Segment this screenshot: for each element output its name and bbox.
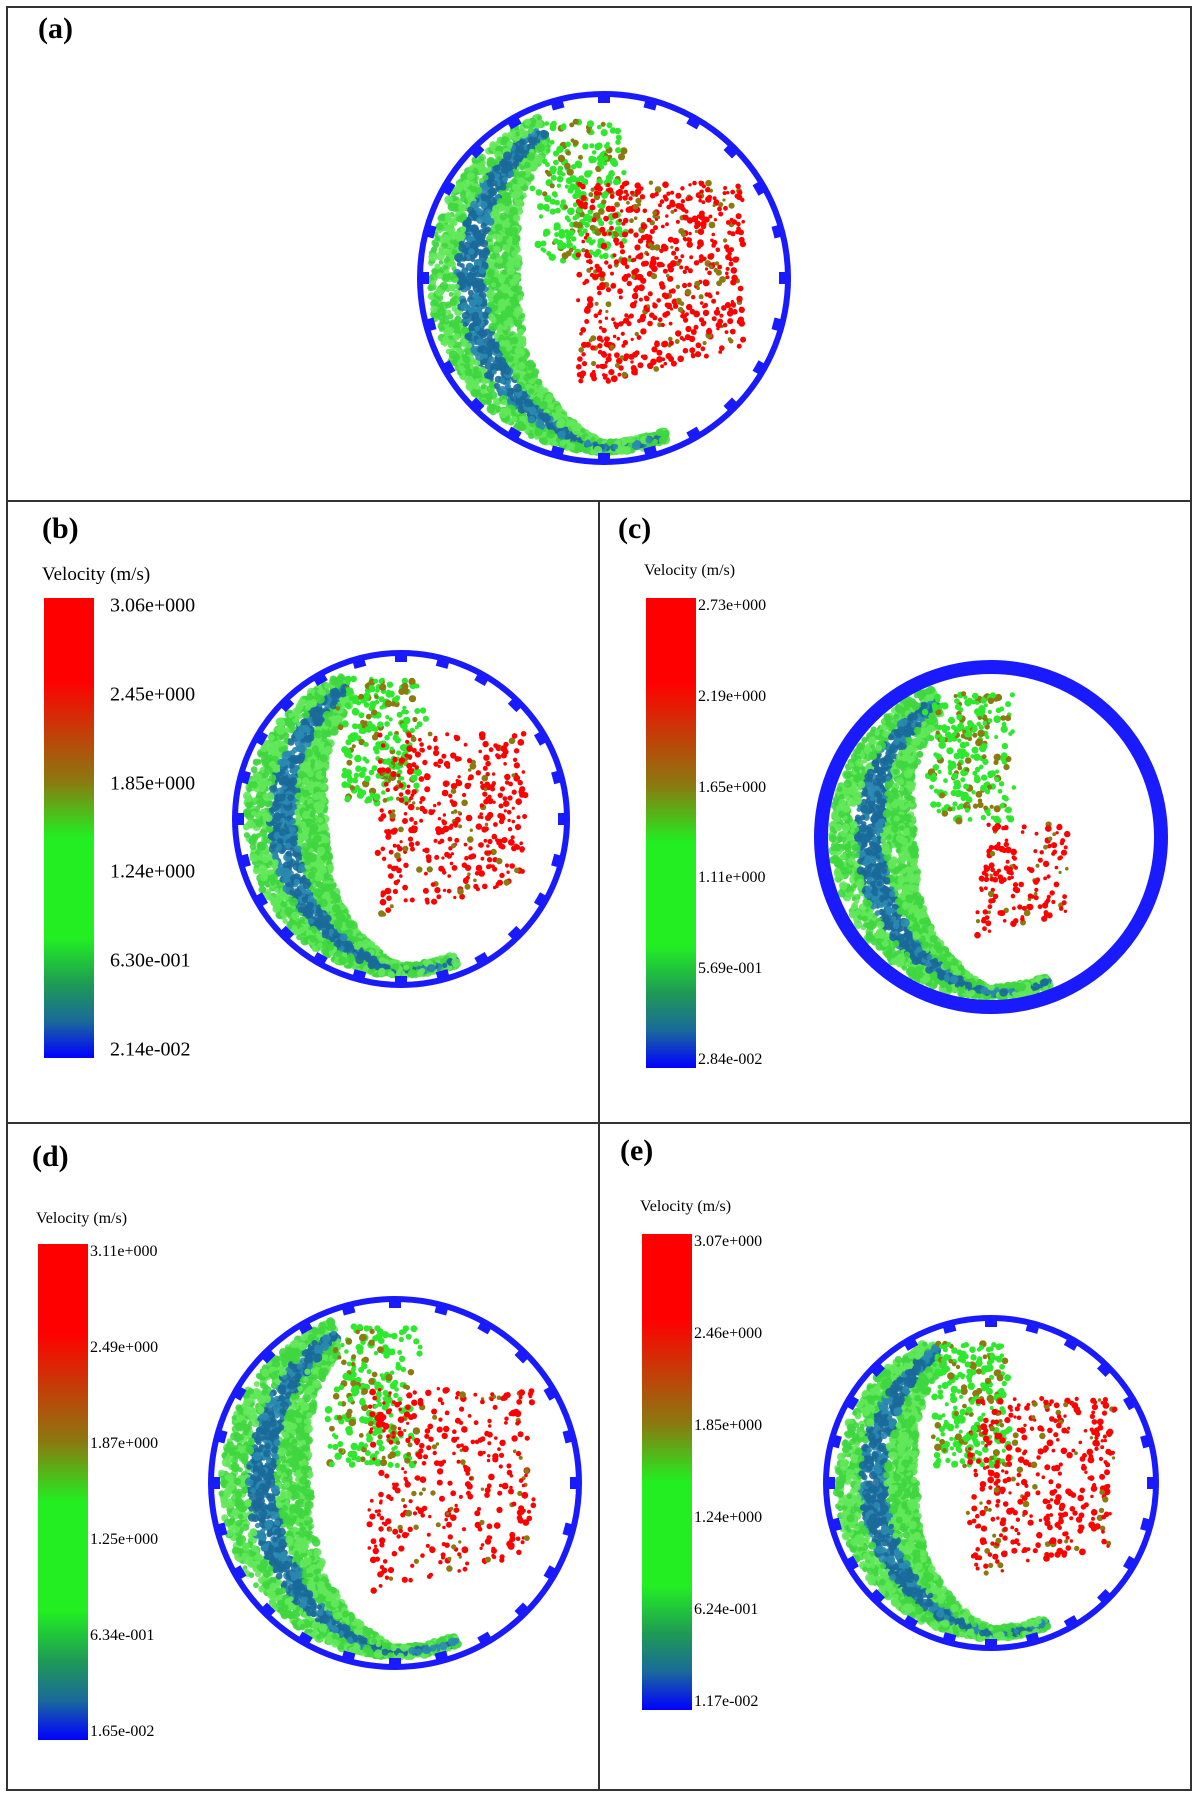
legend-title-d: Velocity (m/s) <box>36 1210 128 1227</box>
legend-tick-label: 3.07e+000 <box>694 1233 763 1250</box>
panel-label-b: (b) <box>42 512 79 545</box>
panel-b: (b) Velocity (m/s) 3.06e+000 2.45e+000 1.8… <box>8 502 598 1122</box>
legend-bar-c <box>646 598 696 1068</box>
legend-tick-label: 1.65e-002 <box>90 1723 155 1740</box>
legend-tick-label: 3.06e+000 <box>110 594 196 617</box>
particle-bed <box>832 1340 1118 1642</box>
legend-bar-e <box>642 1234 692 1710</box>
drum-wall <box>814 660 1168 1014</box>
panel-label-e: (e) <box>620 1134 654 1167</box>
legend-tick-label: 1.17e-002 <box>694 1693 759 1710</box>
drum-d <box>208 1296 582 1670</box>
particle-bed <box>242 673 529 979</box>
divider-col <box>598 500 600 1791</box>
legend-tick-label: 6.34e-001 <box>90 1627 155 1644</box>
panel-label-c: (c) <box>618 512 652 545</box>
legend-tick-label: 1.65e+000 <box>698 778 767 796</box>
legend-tick-label: 2.84e-002 <box>698 1051 763 1068</box>
lifters <box>234 652 568 986</box>
drum-b <box>232 650 570 988</box>
legend-tick-label: 1.24e+000 <box>110 860 196 883</box>
legend-tick-label: 1.25e+000 <box>90 1531 159 1548</box>
legend-tick-label: 6.24e-001 <box>694 1601 759 1618</box>
legend-tick-label: 6.30e-001 <box>110 949 191 972</box>
lifters <box>210 1298 580 1668</box>
legend-tick-label: 1.11e+000 <box>698 869 766 887</box>
legend-title-e: Velocity (m/s) <box>640 1198 732 1215</box>
legend-tick-label: 5.69e-001 <box>698 960 763 978</box>
particle-bed <box>828 685 1071 1002</box>
legend-title-b: Velocity (m/s) <box>42 564 151 585</box>
legend-tick-label: 3.11e+000 <box>90 1243 158 1260</box>
legend-tick-label: 1.85e+000 <box>110 772 196 795</box>
drum-e <box>823 1315 1159 1651</box>
lifters <box>419 93 789 463</box>
panel-c: (c) Velocity (m/s) 2.73e+000 2.19e+000 1.6… <box>600 502 1190 1122</box>
drum-c <box>814 660 1168 1014</box>
legend-tick-label: 2.45e+000 <box>110 683 196 706</box>
legend-tick-label: 2.49e+000 <box>90 1339 159 1356</box>
particle-bed <box>426 113 747 456</box>
panel-label-a: (a) <box>38 12 73 45</box>
panel-label-d: (d) <box>32 1140 69 1173</box>
legend-tick-label: 2.46e+000 <box>694 1325 763 1342</box>
legend-tick-label: 1.85e+000 <box>694 1417 763 1434</box>
panel-e: (e) Velocity (m/s) 3.07e+000 2.46e+000 1.8… <box>600 1124 1190 1790</box>
legend-tick-label: 1.87e+000 <box>90 1435 159 1452</box>
legend-tick-label: 2.73e+000 <box>698 597 767 614</box>
particle-bed <box>218 1317 537 1661</box>
drum-a <box>417 91 791 465</box>
legend-tick-label: 1.24e+000 <box>694 1509 763 1526</box>
panel-d: (d) Velocity (m/s) 3.11e+000 2.49e+000 1.8… <box>8 1124 598 1790</box>
legend-title-c: Velocity (m/s) <box>644 562 736 579</box>
legend-tick-label: 2.14e-002 <box>110 1038 191 1061</box>
legend-tick-label: 2.19e+000 <box>698 687 767 705</box>
panel-a: (a) <box>8 8 1190 500</box>
legend-bar-d <box>38 1244 88 1740</box>
legend-bar-b <box>44 598 94 1058</box>
lifters <box>825 1317 1157 1649</box>
